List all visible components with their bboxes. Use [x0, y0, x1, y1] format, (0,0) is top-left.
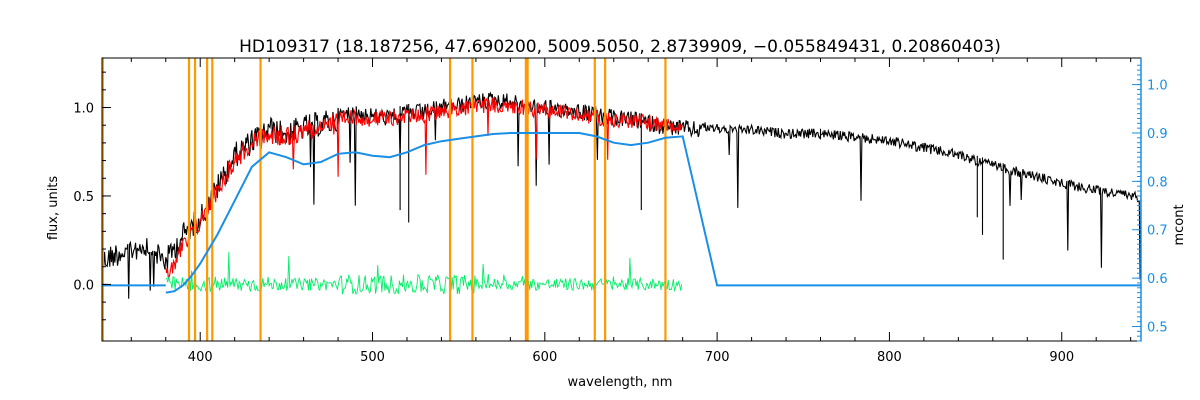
x-tick-label-1: 500 [360, 350, 385, 365]
y2-tick-label-2: 0.7 [1147, 224, 1168, 239]
y-tick-label-0: 0.0 [73, 278, 94, 293]
plot-area: 400 500 600 700 800 900 0.0 0.5 1.0 0.5 0.6 0.7 0.8 0… [73, 57, 1168, 365]
y-axis-label: flux, units [46, 176, 61, 241]
y2-tick-label-4: 0.9 [1147, 127, 1168, 142]
x-tick-label-0: 400 [188, 350, 213, 365]
x-tick-label-3: 700 [705, 350, 730, 365]
x-tick-label-4: 800 [877, 350, 902, 365]
y-tick-label-2: 1.0 [73, 102, 94, 117]
x-tick-label-5: 900 [1049, 350, 1074, 365]
y-tick-label-1: 0.5 [73, 190, 94, 205]
y2-tick-label-1: 0.6 [1147, 272, 1168, 287]
y2-axis-label: mcont [1172, 204, 1187, 245]
series-group [102, 58, 1141, 341]
x-axis-label: wavelength, nm [568, 375, 673, 390]
y2-tick-label-0: 0.5 [1147, 320, 1168, 335]
y2-tick-label-3: 0.8 [1147, 175, 1168, 190]
observed-spectrum-line [102, 91, 1141, 299]
model-spectrum-line [165, 96, 683, 279]
continuum-line [165, 132, 1141, 294]
x-tick-label-2: 600 [532, 350, 557, 365]
plot-frame [101, 57, 1142, 342]
chart-title: HD109317 (18.187256, 47.690200, 5009.505… [239, 37, 1001, 57]
y2-tick-label-5: 1.0 [1147, 79, 1168, 94]
